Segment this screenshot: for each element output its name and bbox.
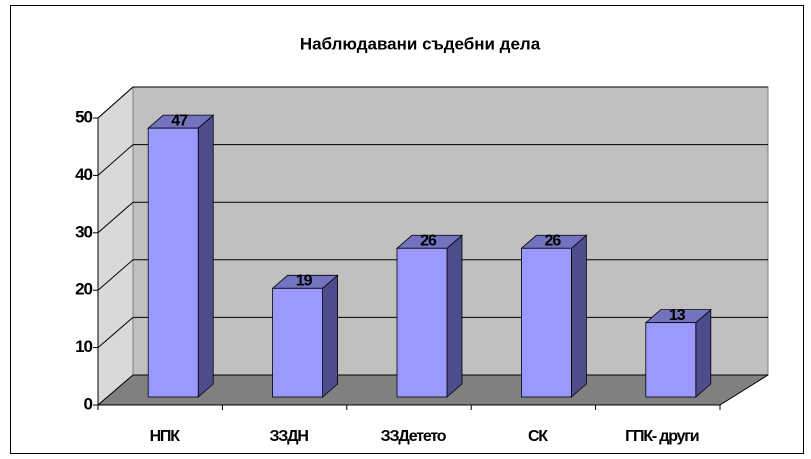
bar-side [197,114,214,398]
value-label: 13 [669,307,686,324]
bar [272,287,324,398]
grid-line-side [97,317,134,348]
grid-line-side [97,374,134,406]
x-tick-label: ЗЗДН [269,428,308,445]
bar [396,247,448,398]
y-tick-label: 20 [75,280,92,299]
x-tick-label: НПК [150,428,181,445]
grid-line-side [97,144,134,176]
value-label: 26 [545,232,562,249]
bar-side [695,308,712,398]
grid-line-side [97,259,134,291]
bar-side [322,274,339,398]
side-wall [97,85,134,407]
bar-side [446,234,463,398]
bar [645,322,697,398]
bar-side [571,234,587,398]
y-tick-label: 50 [75,107,92,126]
grid-line-side [97,86,134,119]
value-label: 47 [171,112,188,129]
x-tick-label: ЗЗДетето [381,428,447,445]
y-tick-label: 30 [75,222,92,241]
chart-title: Наблюдавани съдебни дела [300,34,541,53]
floor-edge [719,374,769,406]
y-tick-label: 10 [75,337,92,356]
x-tick-label: ГПК- други [625,428,699,445]
value-label: 19 [296,273,313,290]
y-tick-label: 40 [75,165,92,184]
y-tick-label: 0 [84,394,93,413]
value-label: 26 [420,232,437,249]
bar [147,127,199,398]
bar [521,247,572,398]
grid-line-side [97,201,134,234]
bars: 47 19 26 26 13 [147,112,712,398]
x-tick-label: СК [528,428,548,445]
